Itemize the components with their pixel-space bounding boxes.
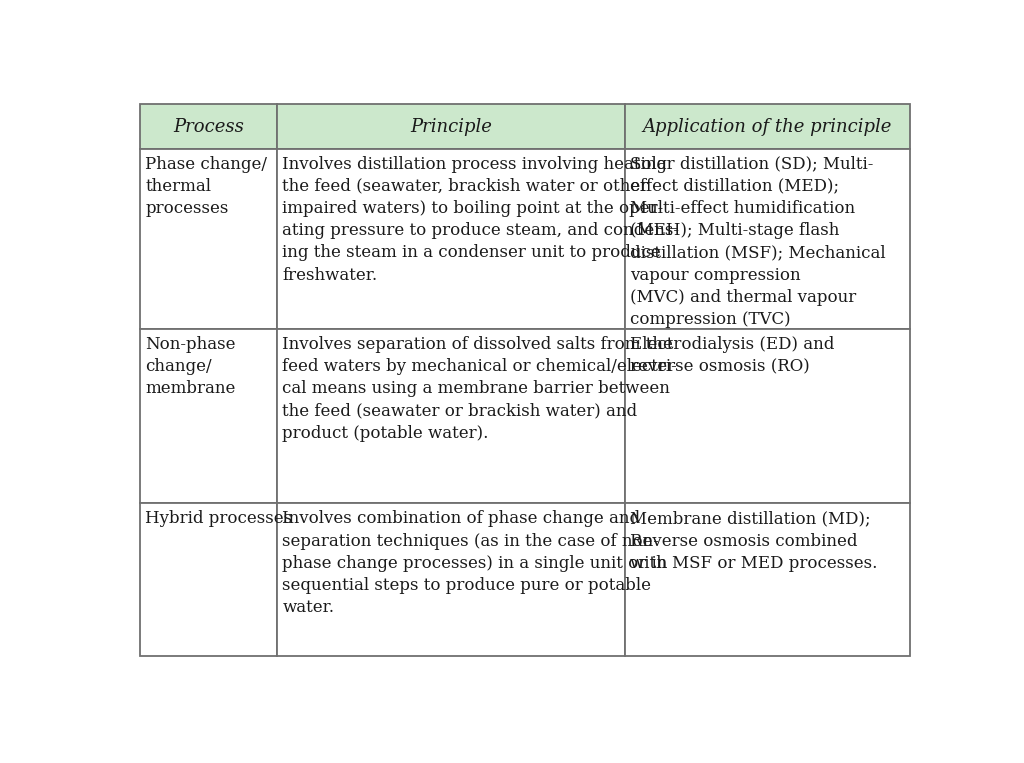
Bar: [276, 329, 625, 504]
Text: Solar distillation (SD); Multi-
effect distillation (MED);
Multi-effect humidifi: Solar distillation (SD); Multi- effect d…: [631, 156, 886, 328]
Bar: [625, 329, 909, 504]
Text: Involves distillation process involving heating
the feed (seawater, brackish wat: Involves distillation process involving …: [283, 156, 680, 284]
Text: Involves combination of phase change and
separation techniques (as in the case o: Involves combination of phase change and…: [283, 510, 668, 617]
Text: Phase change/
thermal
processes: Phase change/ thermal processes: [145, 156, 267, 217]
Bar: [140, 504, 276, 656]
Text: Hybrid processes: Hybrid processes: [145, 510, 293, 527]
Bar: [276, 149, 625, 329]
Text: Process: Process: [173, 118, 244, 136]
Text: Application of the principle: Application of the principle: [643, 118, 892, 136]
Bar: [276, 105, 625, 149]
Bar: [276, 504, 625, 656]
Bar: [140, 149, 276, 329]
Text: Principle: Principle: [410, 118, 492, 136]
Bar: [625, 105, 909, 149]
Bar: [140, 105, 276, 149]
Bar: [625, 149, 909, 329]
Text: Non-phase
change/
membrane: Non-phase change/ membrane: [145, 336, 236, 398]
Bar: [625, 504, 909, 656]
Text: Involves separation of dissolved salts from the
feed waters by mechanical or che: Involves separation of dissolved salts f…: [283, 336, 677, 442]
Bar: [140, 329, 276, 504]
Text: Membrane distillation (MD);
Reverse osmosis combined
with MSF or MED processes.: Membrane distillation (MD); Reverse osmo…: [631, 510, 878, 571]
Text: Electrodialysis (ED) and
reverse osmosis (RO): Electrodialysis (ED) and reverse osmosis…: [631, 336, 835, 375]
